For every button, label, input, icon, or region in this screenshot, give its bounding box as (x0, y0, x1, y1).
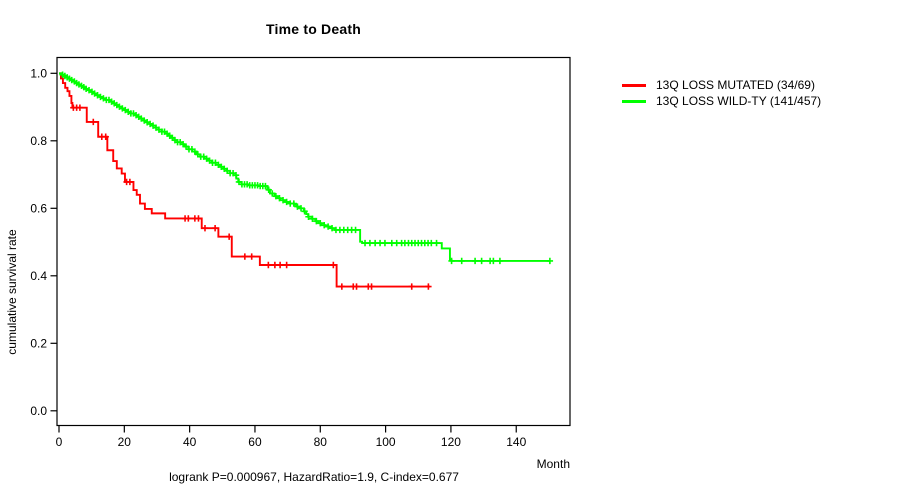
y-axis-tick-label: 0.0 (30, 404, 47, 418)
y-axis-label: cumulative survival rate (5, 229, 19, 355)
x-axis-tick-label: 100 (376, 435, 396, 449)
legend-line-mutated-swatch (622, 83, 646, 87)
legend-line-wildtype-swatch (622, 99, 646, 103)
y-axis-tick-label: 0.4 (30, 269, 47, 283)
y-axis-tick-label: 0.2 (30, 337, 47, 351)
censor-marks-mutated (70, 104, 432, 290)
x-axis-tick-label: 0 (56, 435, 63, 449)
legend: 13Q LOSS MUTATED (34/69) 13Q LOSS WILD-T… (622, 77, 821, 109)
survival-curve-mutated (59, 72, 431, 288)
x-axis-tick-label: 20 (118, 435, 132, 449)
legend-item-mutated: 13Q LOSS MUTATED (34/69) (622, 77, 821, 93)
legend-label-mutated: 13Q LOSS MUTATED (34/69) (656, 78, 815, 92)
y-axis-tick-label: 0.6 (30, 202, 47, 216)
chart-title: Time to Death (266, 21, 361, 37)
x-axis-label: Month (536, 457, 570, 471)
plot-box (56, 56, 571, 427)
x-axis-tick-label: 40 (183, 435, 197, 449)
legend-item-wildtype: 13Q LOSS WILD-TY (141/457) (622, 93, 821, 109)
x-axis-tick-label: 80 (314, 435, 328, 449)
y-axis-tick-label: 0.8 (30, 134, 47, 148)
y-axis-tick-label: 1.0 (30, 67, 47, 81)
survival-curve-wildtype (59, 72, 550, 262)
x-axis-tick-label: 140 (506, 435, 526, 449)
censor-marks-wildtype (59, 71, 554, 265)
legend-label-wildtype: 13Q LOSS WILD-TY (141/457) (656, 94, 822, 108)
x-axis-tick-label: 120 (441, 435, 461, 449)
x-axis-tick-label: 60 (248, 435, 262, 449)
stats-annotation: logrank P=0.000967, HazardRatio=1.9, C-i… (169, 470, 459, 484)
